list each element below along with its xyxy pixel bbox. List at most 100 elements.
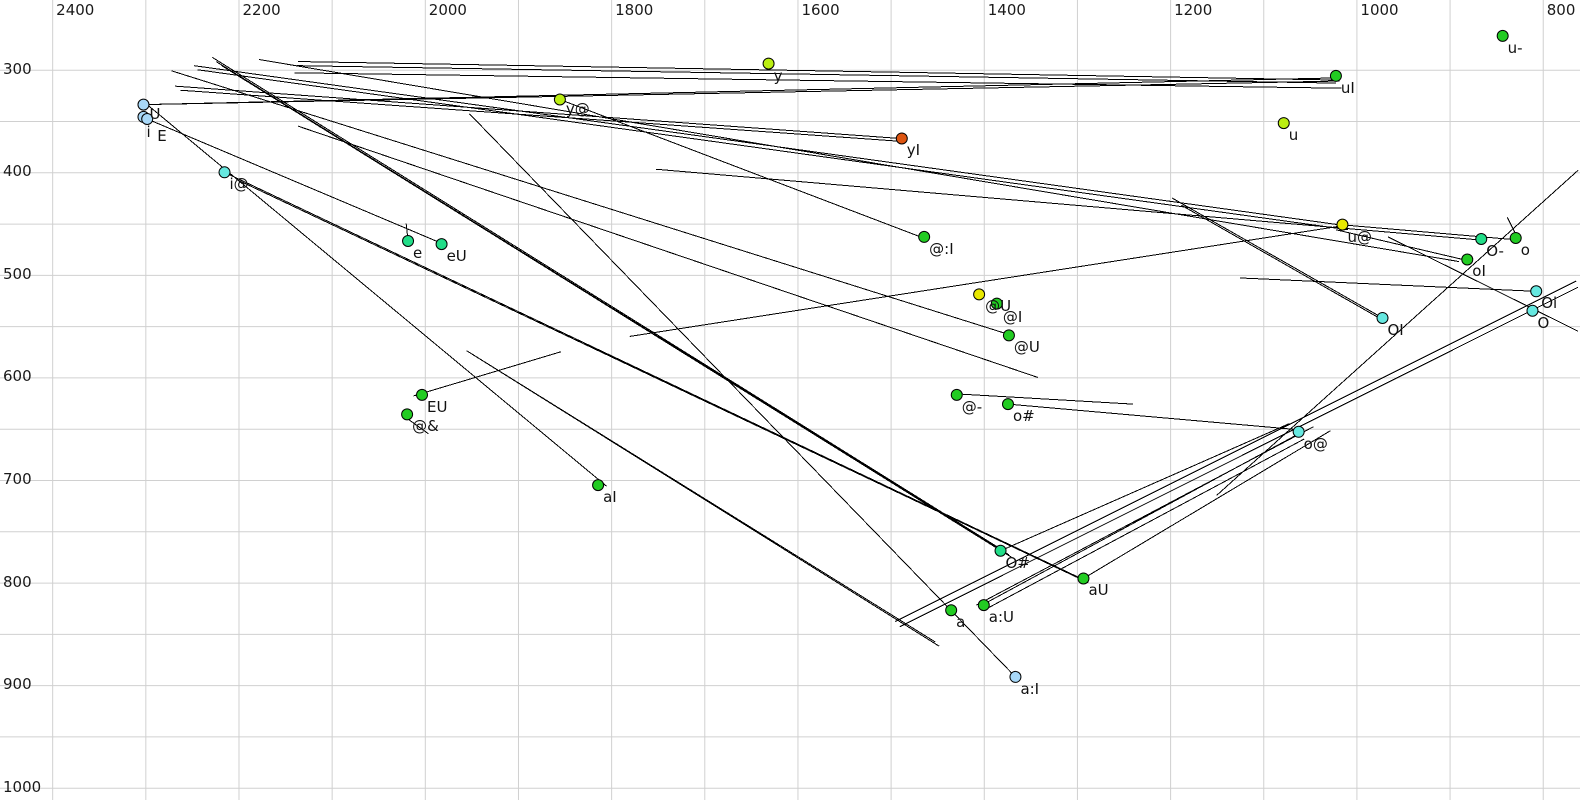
- connector-line: [296, 65, 1336, 84]
- y-axis-tick-label: 700: [3, 470, 32, 488]
- data-point-label: i@: [229, 175, 249, 194]
- data-point[interactable]: [1530, 285, 1543, 298]
- data-point-label: EU: [427, 397, 448, 416]
- data-point-label: O-: [1486, 241, 1504, 260]
- data-point[interactable]: [1461, 253, 1474, 266]
- data-point[interactable]: [435, 238, 448, 251]
- connector-line: [469, 113, 1016, 678]
- data-point[interactable]: [137, 98, 150, 111]
- connector-line: [1000, 423, 1290, 552]
- connector-line: [629, 225, 1344, 337]
- data-point-label: aI: [603, 488, 617, 507]
- data-point[interactable]: [977, 599, 990, 612]
- data-point-label: a:U: [988, 608, 1014, 627]
- data-point[interactable]: [218, 166, 231, 179]
- data-point[interactable]: [1001, 398, 1014, 411]
- data-point[interactable]: [1292, 425, 1305, 438]
- data-point[interactable]: [1009, 670, 1022, 683]
- data-point[interactable]: [1509, 231, 1522, 244]
- data-point-label: Oi: [1541, 294, 1558, 313]
- data-point-label: @:I: [929, 239, 954, 258]
- data-point-label: o@: [1303, 434, 1328, 453]
- connector-line: [143, 77, 1335, 106]
- data-point-label: a: [956, 613, 966, 632]
- data-point[interactable]: [416, 388, 429, 401]
- x-axis-tick-label: 1800: [615, 1, 654, 19]
- y-axis-tick-label: 500: [3, 264, 32, 283]
- data-point-label: @U: [985, 297, 1012, 316]
- data-point[interactable]: [945, 604, 958, 617]
- data-point-label: @U: [1013, 338, 1040, 357]
- data-point[interactable]: [990, 297, 1003, 310]
- y-axis-tick-label: 800: [3, 572, 32, 591]
- y-axis-tick-label: 300: [3, 59, 32, 78]
- connector-line: [976, 426, 1314, 606]
- connector-line: [180, 89, 904, 143]
- connector-line: [1083, 430, 1331, 579]
- connector-line: [559, 99, 927, 240]
- connector-line: [895, 280, 1577, 622]
- data-point-label: yI: [906, 141, 921, 160]
- data-point[interactable]: [1077, 572, 1090, 585]
- data-point-label: O#: [1005, 553, 1030, 572]
- data-point[interactable]: [401, 408, 414, 421]
- connector-line: [413, 351, 561, 397]
- connector-line: [1216, 169, 1579, 496]
- data-point[interactable]: [1277, 117, 1290, 130]
- data-point-label: o: [1520, 240, 1530, 259]
- data-point-label: i: [146, 122, 151, 141]
- connector-line: [1181, 204, 1387, 323]
- connector-line: [1239, 277, 1536, 292]
- data-point[interactable]: [950, 388, 963, 401]
- data-point[interactable]: [1002, 329, 1015, 342]
- data-point-label: uI: [1340, 78, 1355, 97]
- data-point[interactable]: [762, 57, 775, 70]
- connector-line: [143, 101, 607, 487]
- data-point-label: @-: [961, 397, 983, 416]
- data-point-label: oI: [1472, 262, 1486, 281]
- data-point[interactable]: [1496, 29, 1509, 42]
- data-point-label: @&: [412, 417, 439, 436]
- data-point[interactable]: [141, 112, 154, 125]
- connector-line: [1171, 197, 1383, 319]
- data-point[interactable]: [895, 132, 908, 145]
- data-point-label: O: [1537, 313, 1550, 332]
- data-point[interactable]: [1329, 69, 1342, 82]
- connector-line: [175, 85, 900, 139]
- connector-line: [197, 69, 1349, 231]
- data-point-label: aU: [1088, 581, 1109, 600]
- y-axis-tick-label: 1000: [3, 777, 42, 796]
- x-axis-tick-label: 1400: [987, 1, 1026, 19]
- data-point[interactable]: [918, 230, 931, 243]
- data-point[interactable]: [973, 288, 986, 301]
- data-point[interactable]: [402, 235, 415, 248]
- data-point[interactable]: [592, 479, 605, 492]
- connector-line: [1335, 229, 1468, 261]
- connector-line: [298, 61, 1335, 81]
- data-point-label: y: [773, 66, 783, 85]
- connector-line: [985, 438, 1305, 610]
- x-axis-tick-label: 2400: [56, 1, 95, 19]
- connector-line: [258, 58, 1459, 263]
- connector-line: [472, 354, 940, 647]
- data-point-label: y@: [565, 100, 590, 119]
- data-point-label: e: [413, 244, 423, 263]
- connector-line: [955, 393, 1133, 405]
- connector-line: [143, 80, 1340, 106]
- connector-line: [1339, 224, 1519, 241]
- connector-line: [1387, 236, 1579, 332]
- connector-line: [224, 171, 1080, 578]
- data-point[interactable]: [1336, 218, 1349, 231]
- data-point[interactable]: [1376, 311, 1389, 324]
- x-axis-tick-label: 2200: [242, 1, 281, 19]
- y-axis-tick-label: 400: [3, 162, 32, 181]
- connector-lines: [143, 57, 1579, 678]
- data-point[interactable]: [1526, 304, 1539, 317]
- data-point[interactable]: [994, 544, 1007, 557]
- data-point[interactable]: [553, 93, 566, 106]
- data-point-label: u@: [1347, 227, 1372, 246]
- connector-line: [294, 72, 1342, 89]
- data-point[interactable]: [1475, 232, 1488, 245]
- data-point-label: eU: [446, 247, 467, 266]
